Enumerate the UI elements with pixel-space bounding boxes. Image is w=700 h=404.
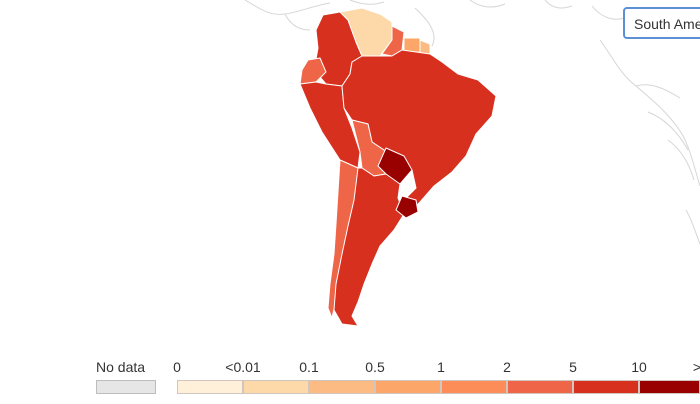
legend-swatch[interactable] — [177, 380, 243, 394]
legend-tick-label: 0.5 — [365, 359, 385, 375]
region-select-dropdown[interactable]: South America — [623, 7, 700, 39]
country-uruguay[interactable] — [395, 195, 419, 219]
legend-no-data-swatch[interactable] — [96, 380, 156, 394]
legend-swatch[interactable] — [243, 380, 309, 394]
legend-tick-label: <0.01 — [225, 359, 261, 375]
legend-tick-label: 0 — [173, 359, 181, 375]
country-argentina[interactable] — [333, 167, 405, 327]
legend-tick-label: 5 — [569, 359, 577, 375]
countries — [299, 7, 497, 327]
legend-swatch[interactable] — [573, 380, 639, 394]
background-outlines — [244, 0, 700, 245]
legend-swatch[interactable] — [441, 380, 507, 394]
legend-tick-label: 0.1 — [299, 359, 319, 375]
legend-tick-label: > — [692, 359, 700, 375]
country-french-guiana[interactable] — [419, 39, 431, 55]
country-peru[interactable] — [299, 81, 361, 169]
legend-no-data-label: No data — [96, 359, 146, 375]
legend-swatch[interactable] — [309, 380, 375, 394]
legend-swatch[interactable] — [507, 380, 573, 394]
legend-tick-label: 10 — [631, 359, 647, 375]
legend-swatch[interactable] — [375, 380, 441, 394]
legend-tick-label: 1 — [437, 359, 445, 375]
legend-swatch[interactable] — [639, 380, 700, 394]
legend-tick-label: 2 — [503, 359, 511, 375]
